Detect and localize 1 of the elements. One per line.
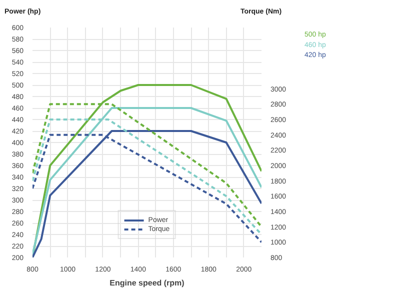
x-axis-title: Engine speed (rpm)	[110, 278, 185, 288]
